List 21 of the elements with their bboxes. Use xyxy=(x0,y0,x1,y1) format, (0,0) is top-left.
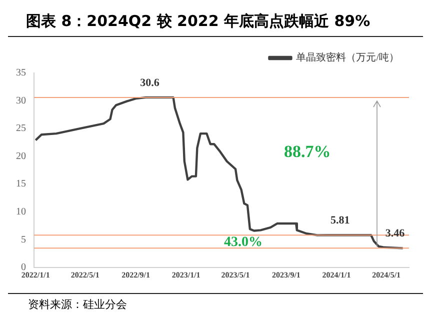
y-tick-label: 10 xyxy=(16,206,26,218)
annotation: 30.6 xyxy=(140,76,160,89)
y-tick-label: 15 xyxy=(16,178,26,190)
x-tick-label: 2024/5/1 xyxy=(372,270,401,280)
y-tick-label: 35 xyxy=(16,68,26,79)
y-tick-label: 30 xyxy=(16,95,26,106)
x-tick-label: 2022/9/1 xyxy=(122,270,150,280)
x-tick-label: 2024/1/1 xyxy=(322,270,351,280)
annotation: 5.81 xyxy=(330,214,350,226)
text: 资料来源：硅业分会 xyxy=(28,297,128,312)
legend-label: 单晶致密料（万元/吨） xyxy=(296,52,400,64)
y-tick-label: 5 xyxy=(21,234,26,246)
y-tick-label: 25 xyxy=(16,123,26,134)
y-tick-label: 20 xyxy=(16,150,26,162)
x-tick-label: 2023/1/1 xyxy=(172,270,200,280)
annotation: 88.7% xyxy=(284,142,331,161)
x-tick-label: 2022/5/1 xyxy=(70,270,100,280)
x-tick-label: 2023/9/1 xyxy=(272,270,300,280)
x-tick-label: 2023/5/1 xyxy=(221,270,250,280)
annotation: 43.0% xyxy=(224,234,262,250)
chart-title: 图表 8：2024Q2 较 2022 年底高点跌幅近 89% xyxy=(8,8,423,37)
